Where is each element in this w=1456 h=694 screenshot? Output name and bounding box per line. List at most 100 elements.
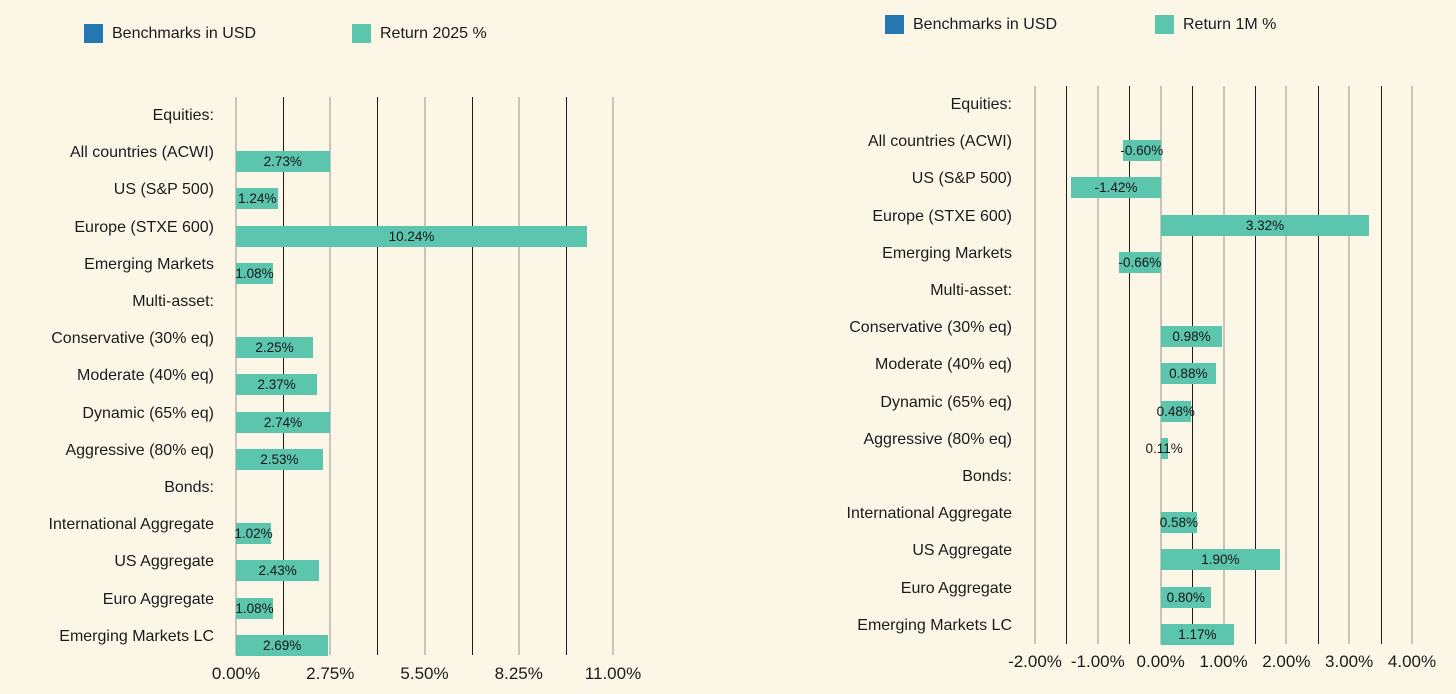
legend-swatch-teal xyxy=(1155,15,1174,34)
bar-value-label: 10.24% xyxy=(388,228,435,244)
plot-area: 2.73% 1.24% 10.24% 1.08% 2.25% 2.37% 2.74% 2.53… xyxy=(234,97,614,656)
gridline-major xyxy=(612,97,614,655)
category-label: Euro Aggregate xyxy=(102,590,214,608)
bar xyxy=(236,523,271,545)
category-label: Aggressive (80% eq) xyxy=(863,430,1012,448)
gridline-major xyxy=(1411,86,1413,644)
bar-value-label: 1.90% xyxy=(1201,552,1240,568)
category-label: US Aggregate xyxy=(114,553,214,571)
category-label: International Aggregate xyxy=(846,505,1012,523)
axis-tick-label: 2.75% xyxy=(306,664,355,683)
bar xyxy=(236,262,273,284)
category-label: Emerging Markets xyxy=(84,255,214,273)
bar-value-label: 2.43% xyxy=(258,563,297,579)
axis-tick-label: 2.00% xyxy=(1262,652,1311,671)
bar-value-label: 1.08% xyxy=(235,600,274,616)
legend-item-benchmarks-usd: Benchmarks in USD xyxy=(84,24,256,43)
category-label: Moderate (40% eq) xyxy=(875,356,1012,374)
bar-value-label: 2.73% xyxy=(263,154,302,170)
gridline-major xyxy=(423,97,426,655)
bar xyxy=(1160,437,1168,459)
bar-value-label: 0.80% xyxy=(1166,589,1205,605)
gridline-minor xyxy=(1317,86,1319,644)
legend-swatch-teal xyxy=(352,24,371,43)
bar xyxy=(236,151,330,173)
category-group-label: Multi-asset: xyxy=(930,282,1012,299)
category-group-label: Multi-asset: xyxy=(132,293,214,310)
bar-value-label: 1.17% xyxy=(1178,626,1217,642)
bar xyxy=(1160,586,1211,608)
bar xyxy=(1160,363,1216,385)
bar xyxy=(1160,623,1235,645)
bar xyxy=(1160,549,1281,571)
bar-value-label: 2.53% xyxy=(260,451,299,467)
bar-value-label: 0.88% xyxy=(1169,366,1208,382)
category-label: Euro Aggregate xyxy=(900,579,1012,597)
gridline-major xyxy=(1285,86,1288,644)
bar xyxy=(236,337,314,359)
bar xyxy=(1160,512,1198,534)
axis-tick-label: 3.00% xyxy=(1325,652,1374,671)
axis-tick-label: 4.00% xyxy=(1387,652,1437,671)
bar xyxy=(236,411,330,433)
axis-tick-label: 0.00% xyxy=(211,664,261,683)
category-group-label: Bonds: xyxy=(164,479,214,496)
bar-value-label: 1.24% xyxy=(238,191,277,207)
bar-value-label: 1.08% xyxy=(235,265,274,281)
category-label: Europe (STXE 600) xyxy=(872,207,1012,225)
bar-value-label: 2.74% xyxy=(263,414,303,430)
bar-value-label: -1.42% xyxy=(1094,180,1138,196)
bar-value-label: 0.98% xyxy=(1172,329,1211,345)
bar xyxy=(1160,326,1223,348)
legend-swatch-blue xyxy=(885,15,904,34)
category-label: Emerging Markets xyxy=(882,244,1012,262)
category-label: International Aggregate xyxy=(48,516,214,534)
bar xyxy=(236,225,587,247)
bar-value-label: -0.66% xyxy=(1118,254,1162,270)
bar-value-label: -0.60% xyxy=(1120,143,1164,159)
bar xyxy=(236,448,323,470)
category-group-label: Equities: xyxy=(152,107,214,124)
axis-tick-label: 1.00% xyxy=(1199,652,1248,671)
gridline-major xyxy=(329,97,332,655)
category-label: Conservative (30% eq) xyxy=(849,319,1012,337)
bar xyxy=(1160,214,1370,236)
category-label: Aggressive (80% eq) xyxy=(65,441,214,459)
category-label: US (S&P 500) xyxy=(911,170,1012,188)
gridline-major xyxy=(1222,86,1225,644)
axis-tick-label: 8.25% xyxy=(494,664,543,683)
category-label: All countries (ACWI) xyxy=(69,144,214,162)
bar xyxy=(1119,251,1161,273)
legend-label: Benchmarks in USD xyxy=(112,24,257,42)
category-label: Moderate (40% eq) xyxy=(77,367,214,385)
gridline-minor xyxy=(471,97,473,655)
gridline-major xyxy=(1348,86,1351,644)
bar xyxy=(1122,140,1161,162)
category-labels-column: Equities: All countries (ACWI) US (S&P 500… xyxy=(20,97,214,655)
axis-tick-label: -2.00% xyxy=(1008,652,1062,671)
plot-area: -0.60% -1.42% 3.32% -0.66% 0.98% 0.88% 0.48% 0.… xyxy=(1034,86,1413,645)
gridline-major xyxy=(1034,86,1036,644)
gridline-minor xyxy=(1380,86,1382,644)
category-label: Emerging Markets LC xyxy=(59,627,214,645)
bar xyxy=(236,560,320,582)
gridline-major xyxy=(517,97,520,655)
legend-item-return-2025: Return 2025 % xyxy=(352,24,487,43)
gridline-minor xyxy=(1129,86,1131,644)
gridline-minor xyxy=(377,97,379,655)
legend-item-return-1m: Return 1M % xyxy=(1155,15,1276,34)
legend-label: Return 2025 % xyxy=(380,24,487,42)
legend-label: Benchmarks in USD xyxy=(913,15,1058,33)
bar xyxy=(236,188,279,210)
bar-value-label: 1.02% xyxy=(234,526,273,542)
bar-value-label: 0.11% xyxy=(1145,440,1183,456)
category-label: Dynamic (65% eq) xyxy=(880,393,1012,411)
bar-value-label: 0.48% xyxy=(1156,403,1195,419)
bar-value-label: 2.69% xyxy=(262,637,302,653)
bar xyxy=(236,634,329,656)
axis-tick-label: 0.00% xyxy=(1136,652,1185,671)
axis-tick-label: 5.50% xyxy=(400,664,449,683)
category-label: US Aggregate xyxy=(912,542,1012,560)
gridline-minor xyxy=(1066,86,1068,644)
